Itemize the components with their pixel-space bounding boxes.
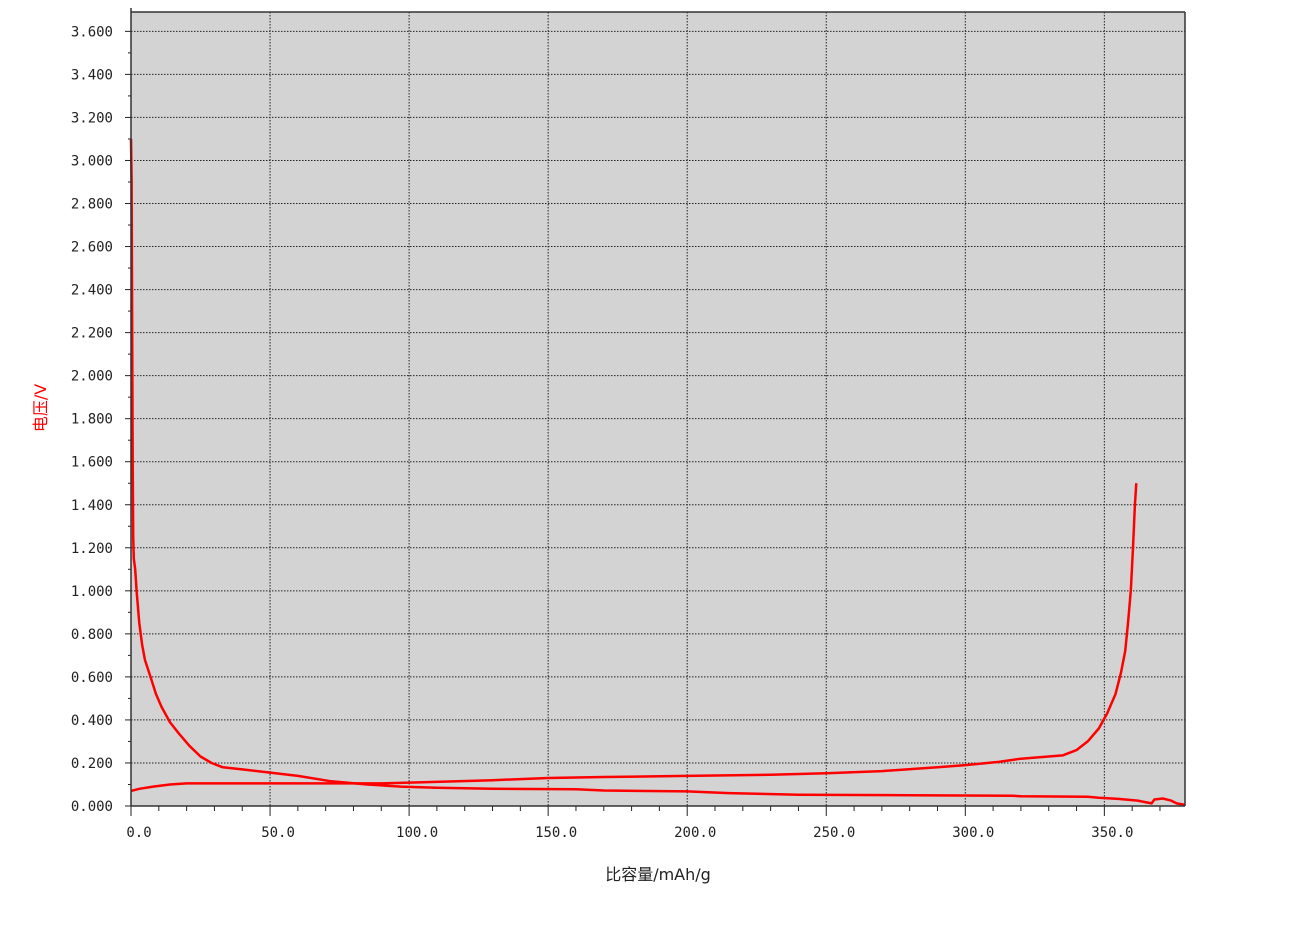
series-line-discharge [129, 138, 1186, 807]
x-tick-label: 0.0 [126, 825, 151, 841]
y-tick-label: 1.600 [71, 455, 113, 471]
y-tick-label: 0.200 [71, 756, 113, 772]
y-tick-label: 0.600 [71, 670, 113, 686]
x-tick-label: 200.0 [674, 825, 716, 841]
y-tick-label: 0.800 [71, 627, 113, 643]
x-tick-label: 300.0 [952, 825, 994, 841]
y-tick-label: 0.000 [71, 799, 113, 815]
x-tick-label: 250.0 [813, 825, 855, 841]
x-axis-title: 比容量/mAh/g [605, 865, 711, 884]
series-line-charge [130, 483, 1138, 793]
y-tick-label: 3.200 [71, 110, 113, 126]
axes: 0.000 0.200 0.400 0.600 0.800 1.000 1.200 1.400… [71, 8, 1186, 841]
y-tick-label: 3.400 [71, 67, 113, 83]
x-tick-label: 100.0 [396, 825, 438, 841]
y-tick-label: 1.000 [71, 584, 113, 600]
y-tick-label: 3.600 [71, 24, 113, 40]
series-group [129, 138, 1186, 807]
y-tick-label: 2.000 [71, 369, 113, 385]
x-tick-label: 350.0 [1091, 825, 1133, 841]
plot-area [131, 12, 1185, 806]
x-tick-label: 150.0 [535, 825, 577, 841]
y-tick-label: 0.400 [71, 713, 113, 729]
y-tick-label: 1.400 [71, 498, 113, 514]
y-tick-label: 1.800 [71, 412, 113, 428]
y-axis-title: 电压/V [31, 384, 50, 432]
y-tick-label: 2.200 [71, 326, 113, 342]
y-tick-label: 1.200 [71, 541, 113, 557]
grid [131, 12, 1185, 806]
y-tick-label: 2.600 [71, 240, 113, 256]
y-tick-label: 2.800 [71, 197, 113, 213]
y-tick-label: 2.400 [71, 283, 113, 299]
x-tick-label: 50.0 [261, 825, 295, 841]
y-tick-label: 3.000 [71, 153, 113, 169]
